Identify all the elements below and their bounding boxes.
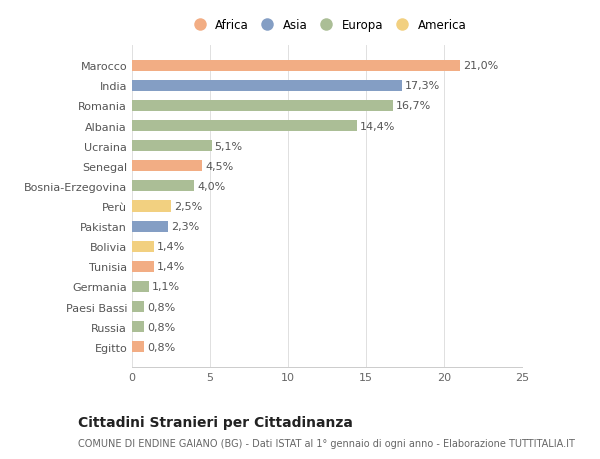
Text: Cittadini Stranieri per Cittadinanza: Cittadini Stranieri per Cittadinanza [78, 415, 353, 429]
Bar [132, 341, 145, 353]
Bar [132, 141, 212, 152]
Bar [132, 321, 145, 332]
Text: 16,7%: 16,7% [395, 101, 431, 111]
Text: 0,8%: 0,8% [148, 342, 176, 352]
Text: 14,4%: 14,4% [360, 121, 395, 131]
Text: 2,5%: 2,5% [174, 202, 202, 212]
Text: 4,0%: 4,0% [197, 181, 226, 191]
Text: 17,3%: 17,3% [405, 81, 440, 91]
Text: 0,8%: 0,8% [148, 302, 176, 312]
Bar [132, 201, 171, 212]
Text: 4,5%: 4,5% [205, 162, 233, 171]
Bar [132, 161, 202, 172]
Text: 0,8%: 0,8% [148, 322, 176, 332]
Bar [132, 261, 154, 272]
Text: 21,0%: 21,0% [463, 61, 498, 71]
Bar [132, 241, 154, 252]
Text: 2,3%: 2,3% [171, 222, 199, 232]
Bar [132, 281, 149, 292]
Bar [132, 61, 460, 72]
Text: 1,1%: 1,1% [152, 282, 181, 292]
Text: 1,4%: 1,4% [157, 242, 185, 252]
Bar [132, 101, 392, 112]
Text: 5,1%: 5,1% [215, 141, 243, 151]
Bar [132, 221, 168, 232]
Bar [132, 181, 194, 192]
Bar [132, 81, 402, 92]
Text: 1,4%: 1,4% [157, 262, 185, 272]
Legend: Africa, Asia, Europa, America: Africa, Asia, Europa, America [185, 17, 469, 34]
Bar [132, 302, 145, 313]
Text: COMUNE DI ENDINE GAIANO (BG) - Dati ISTAT al 1° gennaio di ogni anno - Elaborazi: COMUNE DI ENDINE GAIANO (BG) - Dati ISTA… [78, 438, 575, 448]
Bar [132, 121, 356, 132]
